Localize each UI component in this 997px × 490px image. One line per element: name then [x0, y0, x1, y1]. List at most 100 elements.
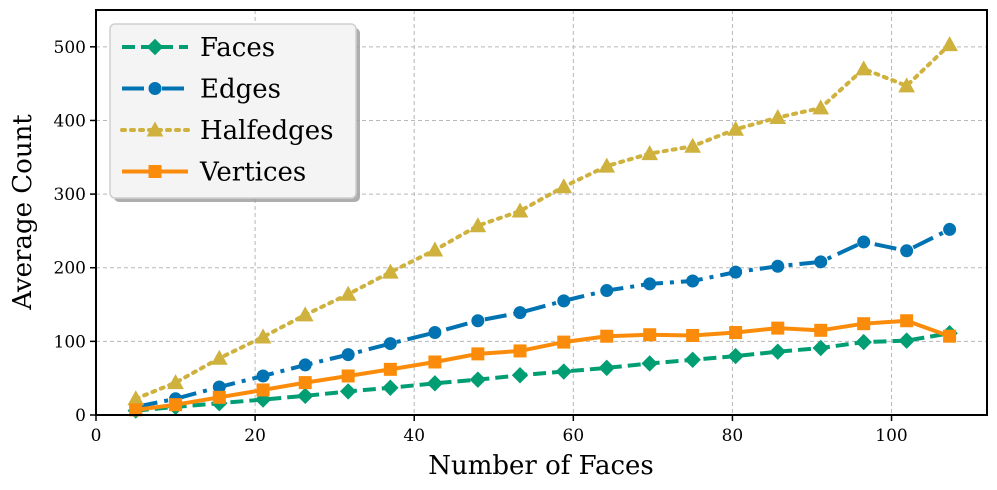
- y-tick-label: 500: [54, 38, 86, 58]
- data-point-faces: [297, 387, 314, 405]
- series-line-vertices: [135, 318, 951, 412]
- data-point-faces: [641, 355, 658, 372]
- data-point-faces: [812, 339, 829, 357]
- x-tick-label: 20: [244, 426, 266, 446]
- data-point-vertices: [900, 314, 914, 328]
- data-point-halfedges: [254, 328, 272, 344]
- data-point-vertices: [686, 328, 700, 342]
- data-point-faces: [684, 351, 701, 368]
- data-point-edges: [729, 265, 743, 279]
- axes: 0 20 40 60 80 100 0 100 200 300 400 500: [54, 9, 988, 446]
- data-point-faces: [855, 333, 872, 351]
- data-point-halfedges: [727, 120, 744, 136]
- legend: Faces Edges Halfedges Vertices: [109, 23, 360, 202]
- x-tick-label: 100: [875, 426, 907, 446]
- data-point-faces: [469, 371, 487, 388]
- data-point-vertices: [513, 344, 527, 358]
- y-tick-label: 300: [54, 185, 86, 205]
- data-point-edges: [771, 259, 785, 273]
- legend-item-halfedges: Halfedges: [120, 116, 334, 146]
- data-point-vertices: [857, 317, 871, 331]
- data-point-vertices: [471, 347, 485, 361]
- data-point-edges: [341, 348, 355, 362]
- data-point-edges: [600, 284, 614, 298]
- y-tick-label: 200: [54, 259, 86, 279]
- data-point-halfedges: [426, 241, 444, 257]
- y-tick-label: 0: [75, 406, 86, 426]
- x-tick-label: 40: [403, 426, 425, 446]
- data-point-vertices: [771, 321, 785, 335]
- legend-marker-edges: [148, 82, 162, 95]
- plot-frame: [95, 9, 988, 416]
- data-point-edges: [256, 369, 270, 383]
- series-line-edges: [135, 227, 951, 409]
- data-point-edges: [814, 255, 828, 269]
- legend-label-faces: Faces: [200, 33, 275, 63]
- data-point-halfedges: [769, 108, 787, 125]
- series-edges: [129, 222, 957, 414]
- data-point-halfedges: [941, 36, 958, 52]
- data-point-halfedges: [598, 157, 616, 173]
- data-point-vertices: [729, 326, 743, 340]
- x-tick-label: 80: [722, 426, 744, 446]
- data-point-halfedges: [210, 349, 228, 365]
- data-point-halfedges: [812, 99, 830, 115]
- data-point-vertices: [643, 328, 657, 342]
- data-point-vertices: [169, 398, 183, 412]
- data-point-edges: [943, 222, 957, 236]
- x-axis-label: Number of Faces: [428, 451, 653, 481]
- data-point-edges: [686, 274, 700, 288]
- data-point-vertices: [383, 362, 397, 376]
- x-tick-label: 60: [563, 426, 585, 446]
- data-point-faces: [898, 332, 915, 349]
- series-faces: [127, 325, 958, 419]
- data-point-vertices: [600, 329, 614, 343]
- data-point-edges: [900, 244, 914, 258]
- data-point-halfedges: [511, 202, 529, 218]
- data-point-halfedges: [127, 390, 145, 406]
- legend-marker-halfedges: [146, 121, 164, 137]
- data-point-halfedges: [339, 285, 357, 301]
- data-point-halfedges: [469, 217, 487, 233]
- legend-label-halfedges: Halfedges: [200, 116, 334, 146]
- data-point-halfedges: [855, 60, 873, 76]
- legend-marker-faces: [146, 38, 164, 56]
- data-point-edges: [857, 235, 871, 249]
- data-point-edges: [298, 358, 312, 372]
- data-point-vertices: [557, 335, 571, 349]
- data-point-vertices: [256, 383, 270, 397]
- data-point-vertices: [814, 323, 828, 337]
- data-point-faces: [339, 383, 357, 400]
- legend-label-vertices: Vertices: [199, 158, 306, 188]
- data-point-faces: [769, 343, 786, 360]
- series-vertices: [129, 314, 957, 417]
- data-point-vertices: [428, 355, 442, 369]
- data-point-vertices: [341, 369, 355, 383]
- data-point-halfedges: [641, 145, 659, 161]
- series-line-halfedges: [133, 42, 952, 401]
- data-point-vertices: [212, 390, 226, 404]
- data-point-faces: [382, 379, 399, 396]
- data-point-edges: [428, 326, 442, 340]
- data-point-halfedges: [684, 137, 702, 153]
- data-point-edges: [513, 306, 527, 320]
- x-tick-label: 0: [91, 426, 102, 446]
- data-point-edges: [383, 337, 397, 351]
- data-point-edges: [557, 294, 571, 308]
- data-point-vertices: [298, 376, 312, 390]
- data-point-vertices: [943, 329, 957, 343]
- legend-box: [109, 23, 357, 199]
- data-point-halfedges: [296, 306, 314, 322]
- legend-label-edges: Edges: [200, 75, 281, 105]
- y-tick-label: 100: [54, 332, 86, 352]
- data-point-faces: [555, 363, 572, 380]
- y-tick-label: 400: [54, 111, 86, 131]
- series-layer: [127, 36, 958, 419]
- data-point-faces: [511, 367, 529, 384]
- data-point-faces: [426, 375, 444, 392]
- data-point-halfedges: [167, 374, 184, 390]
- data-point-halfedges: [555, 178, 573, 194]
- data-point-halfedges: [381, 263, 399, 279]
- data-point-halfedges: [898, 77, 916, 93]
